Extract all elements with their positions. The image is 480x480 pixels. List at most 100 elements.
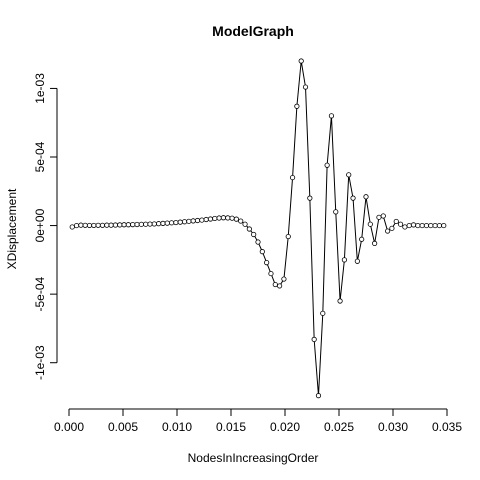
plot-area <box>69 58 447 399</box>
data-point <box>276 283 283 289</box>
data-point <box>393 218 399 225</box>
data-point <box>402 224 408 230</box>
data-point <box>376 214 382 220</box>
x-tick-label: 0.025 <box>324 420 354 434</box>
data-point <box>397 221 404 227</box>
data-point <box>354 258 360 264</box>
data-point <box>160 220 166 226</box>
data-point <box>194 217 201 224</box>
data-point <box>415 222 421 229</box>
data-point <box>432 222 438 229</box>
data-point <box>315 393 322 399</box>
data-point <box>242 221 248 227</box>
data-point <box>419 222 425 229</box>
data-point <box>82 222 88 228</box>
data-point <box>238 218 244 224</box>
data-point <box>367 221 373 227</box>
data-point <box>125 222 131 228</box>
data-point <box>95 222 101 228</box>
data-point <box>410 222 417 228</box>
data-point <box>272 281 278 288</box>
data-point <box>264 259 270 266</box>
data-point <box>255 239 261 245</box>
data-point <box>207 216 214 222</box>
data-point <box>212 215 218 222</box>
data-point <box>289 174 296 181</box>
data-point <box>112 222 119 228</box>
data-point <box>138 221 144 227</box>
data-point <box>186 218 192 224</box>
data-point <box>121 222 127 228</box>
data-point <box>69 224 75 230</box>
data-point <box>177 219 183 225</box>
data-point <box>337 298 343 304</box>
x-tick-label: 0.020 <box>270 420 300 434</box>
data-point <box>302 84 309 90</box>
data-point <box>190 218 196 224</box>
data-point <box>298 58 304 64</box>
data-point <box>380 213 386 219</box>
data-point <box>320 310 326 316</box>
data-point <box>359 236 365 242</box>
data-point <box>78 222 84 228</box>
data-point <box>147 221 153 227</box>
data-point <box>285 233 291 240</box>
x-tick-label: 0.035 <box>432 420 462 434</box>
y-tick-label: -1e-03 <box>33 345 47 380</box>
data-point <box>428 222 434 229</box>
data-point <box>406 222 412 229</box>
data-point <box>233 216 239 222</box>
x-tick-label: 0.005 <box>108 420 138 434</box>
data-point <box>108 222 114 228</box>
data-point <box>134 221 140 228</box>
x-tick-label: 0.010 <box>162 420 192 434</box>
y-tick-label: 5e-04 <box>33 141 47 172</box>
data-point <box>268 270 274 277</box>
data-point <box>294 103 300 109</box>
data-point <box>181 219 188 225</box>
data-point <box>220 215 227 221</box>
data-point <box>99 222 106 228</box>
chart-title: ModelGraph <box>212 23 294 39</box>
data-point <box>341 257 347 263</box>
data-point <box>229 215 235 221</box>
data-point <box>363 194 369 200</box>
y-axis-label: XDisplacement <box>5 188 19 269</box>
data-point <box>436 222 443 229</box>
y-tick-label: 1e-03 <box>33 73 47 104</box>
data-point <box>350 195 356 201</box>
data-point <box>73 222 80 229</box>
data-point <box>389 225 395 231</box>
data-point <box>216 215 222 221</box>
y-tick-label: -5e-04 <box>33 276 47 311</box>
data-point <box>86 222 93 229</box>
x-tick-label: 0.000 <box>54 420 84 434</box>
data-point <box>173 219 179 226</box>
data-point <box>169 220 175 226</box>
data-point <box>156 221 162 227</box>
data-point <box>251 231 257 238</box>
data-point <box>307 195 313 201</box>
x-axis: 0.000 0.005 0.010 0.015 0.020 0.025 0.030 0.035 <box>54 408 462 434</box>
data-point <box>130 222 136 228</box>
data-point <box>117 222 123 228</box>
data-point <box>384 228 391 234</box>
data-point <box>246 226 252 232</box>
data-point <box>333 209 339 215</box>
series-line <box>72 60 444 396</box>
data-point <box>324 162 330 168</box>
data-point <box>199 217 205 223</box>
data-point <box>164 220 170 226</box>
data-point <box>311 336 317 342</box>
data-point <box>328 113 335 119</box>
data-point <box>372 240 378 246</box>
x-axis-label: NodesInIncreasingOrder <box>188 451 319 465</box>
x-tick-label: 0.015 <box>216 420 246 434</box>
y-tick-label: 0e+00 <box>33 208 47 242</box>
data-point <box>423 222 430 229</box>
data-point <box>346 172 352 178</box>
data-point <box>281 276 287 282</box>
x-tick-label: 0.030 <box>378 420 408 434</box>
data-point <box>143 221 149 227</box>
